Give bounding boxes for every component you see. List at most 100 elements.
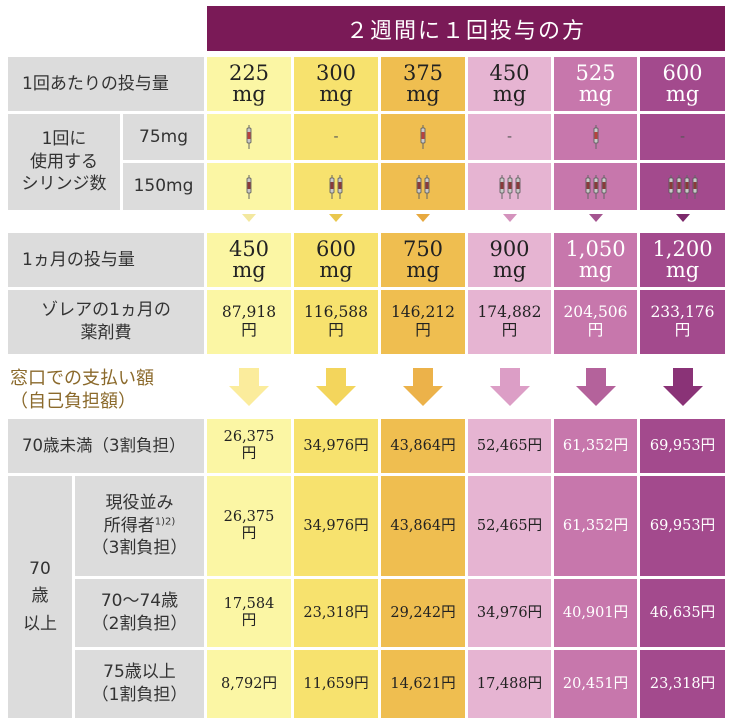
payment-value: 29,242円 (390, 604, 456, 621)
monthly-dose-cell: 900 mg (468, 233, 551, 287)
syringe-75-cell (554, 114, 637, 160)
caption-line1: 窓口での支払い額 (10, 368, 154, 389)
active-income-payment-cell: 69,953円 (640, 476, 725, 576)
age70-74-label-line2: （2割負担） (91, 614, 188, 634)
syringe-none-mark: - (333, 129, 339, 145)
monthly-dose-cell: 1,200 mg (640, 233, 725, 287)
dose-unit: mg (665, 82, 700, 106)
syringe-150-cell (468, 163, 551, 210)
dose-per-time-cell: 375 mg (381, 57, 465, 111)
down-arrow-icon (662, 368, 703, 406)
payment-value: 26,375 (223, 429, 275, 446)
under-70-payment-cell: 34,976円 (294, 419, 378, 473)
syringe-150-cell (381, 163, 465, 210)
payment-value: 69,953円 (649, 437, 716, 454)
active-income-payment-cell: 52,465円 (468, 476, 551, 576)
dose-value: 525 (575, 60, 616, 85)
payment-value: 46,635円 (649, 604, 716, 621)
syringe-icon (593, 174, 598, 199)
monthly-dose-value: 900 (489, 236, 530, 261)
under-70-payment-cell: 69,953円 (640, 419, 725, 473)
drug-cost-unit: 円 (241, 321, 257, 339)
syringe-150-cell (554, 163, 637, 210)
under-70-payment-cell: 52,465円 (468, 419, 551, 473)
syringe-icon (507, 174, 512, 199)
monthly-dose-unit: mg (492, 258, 527, 282)
syringe-75-cell: - (294, 114, 378, 160)
row-label-syringe-150: 150mg (123, 163, 204, 210)
row-label-under-70: 70歳未満（3割負担） (8, 419, 204, 473)
dose-per-time-cell: 300 mg (294, 57, 378, 111)
drug-cost-cell: 204,506 円 (554, 290, 637, 354)
payment-value: 26,375 (223, 509, 275, 526)
syringe-icon (684, 174, 689, 199)
syringe-icon (329, 174, 335, 199)
syringes-label-line3: シリンジ数 (21, 174, 107, 195)
age-75-plus-payment-cell: 20,451円 (554, 650, 637, 718)
monthly-dose-value: 1,050 (565, 236, 626, 261)
payment-value: 40,901円 (562, 604, 629, 621)
age-70-74-payment-cell: 40,901円 (554, 579, 637, 647)
dose-unit: mg (319, 82, 353, 106)
drug-cost-label-line2: 薬剤費 (80, 323, 132, 343)
syringe-icon (601, 174, 606, 199)
down-triangle-icon (588, 214, 603, 222)
active-income-payment-cell: 26,375 円 (207, 476, 291, 576)
payment-value: 23,318円 (303, 604, 369, 621)
active-income-label-line1: 現役並み (105, 492, 174, 513)
drug-cost-unit: 円 (501, 321, 518, 339)
drug-cost-label-line1: ゾレアの1ヵ月の (41, 300, 171, 321)
drug-cost-unit: 円 (674, 321, 691, 339)
under-70-payment-cell: 61,352円 (554, 419, 637, 473)
monthly-dose-value: 1,200 (652, 236, 713, 261)
monthly-dose-unit: mg (232, 258, 266, 282)
age-70-74-payment-cell: 17,584 円 (207, 579, 291, 647)
over70-label-line2: 歳 (31, 586, 49, 607)
down-arrow-icon (229, 368, 269, 406)
header-banner: ２週間に１回投与の方 (207, 6, 725, 51)
drug-cost-value: 116,588 (303, 303, 369, 322)
dose-unit: mg (232, 82, 266, 106)
drug-cost-cell: 233,176 円 (640, 290, 725, 354)
dose-value: 300 (315, 60, 357, 85)
syringe-icon (246, 125, 252, 149)
drug-cost-cell: 174,882 円 (468, 290, 551, 354)
drug-cost-value: 87,918 (221, 303, 277, 322)
syringe-75-cell: - (468, 114, 551, 160)
monthly-dose-cell: 1,050 mg (554, 233, 637, 287)
monthly-dose-value: 450 (228, 236, 270, 261)
dose-per-time-cell: 450 mg (468, 57, 551, 111)
syringes-label-line2: 使用する (30, 151, 98, 172)
over70-label-line3: 以上 (23, 613, 57, 634)
down-triangle-icon (329, 214, 343, 222)
payment-value: 17,584 (223, 596, 275, 613)
dose-value: 600 (662, 60, 703, 85)
payment-value: 43,864円 (390, 517, 456, 534)
syringe-icon (585, 174, 590, 199)
drug-cost-value: 174,882 (477, 303, 542, 322)
syringe-icon (593, 125, 598, 149)
row-label-active-income: 現役並み 所得者1)2) （3割負担） (75, 476, 204, 576)
syringes-label-line1: 1回に (41, 128, 87, 149)
row-label-age-70-74: 70〜74歳 （2割負担） (75, 579, 204, 647)
drug-cost-cell: 87,918 円 (207, 290, 291, 354)
drug-cost-unit: 円 (587, 321, 604, 339)
payment-unit: 円 (241, 613, 257, 629)
down-arrow-icon (403, 368, 443, 406)
syringe-icon (424, 174, 430, 199)
payment-value: 20,451円 (562, 675, 629, 692)
age-75-plus-payment-cell: 11,659円 (294, 650, 378, 718)
drug-cost-unit: 円 (328, 321, 344, 339)
row-label-drug-cost: ゾレアの1ヵ月の 薬剤費 (8, 290, 204, 354)
active-income-label-line2: 所得者1)2) (103, 515, 176, 536)
age-70-74-payment-cell: 23,318円 (294, 579, 378, 647)
syringe-none-mark: - (506, 129, 513, 145)
syringe-150-cell (294, 163, 378, 210)
monthly-dose-cell: 450 mg (207, 233, 291, 287)
syringe-icon (668, 174, 673, 199)
age70-74-label-line1: 70〜74歳 (100, 591, 179, 612)
age-70-74-payment-cell: 46,635円 (640, 579, 725, 647)
dose-unit: mg (578, 82, 613, 106)
drug-cost-cell: 116,588 円 (294, 290, 378, 354)
over70-label-line1: 70 (29, 559, 51, 580)
